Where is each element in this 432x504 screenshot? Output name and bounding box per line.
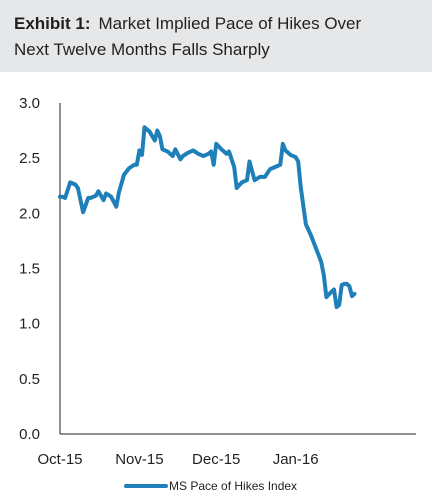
y-tick-label: 1.0 (19, 316, 40, 333)
exhibit-label: Exhibit 1: (14, 14, 91, 33)
series-line (58, 125, 357, 310)
y-axis: 0.0 0.5 1.0 1.5 2.0 2.5 3.0 (19, 95, 40, 443)
chart-title-line-1: Exhibit 1: Market Implied Pace of Hikes O… (14, 14, 361, 34)
x-tick-label: Oct-15 (37, 451, 82, 468)
chart-title-text: Market Implied Pace of Hikes Over (98, 14, 362, 33)
x-tick-label: Nov-15 (115, 451, 163, 468)
legend: MS Pace of Hikes Index (124, 479, 297, 493)
y-tick-label: 1.5 (19, 261, 40, 278)
y-tick-label: 2.0 (19, 205, 40, 222)
y-tick-label: 3.0 (19, 95, 40, 112)
chart-title-line-2: Next Twelve Months Falls Sharply (14, 40, 270, 59)
x-axis: Oct-15 Nov-15 Dec-15 Jan-16 (37, 451, 318, 468)
x-tick-label: Jan-16 (273, 451, 319, 468)
y-tick-label: 0.0 (19, 426, 40, 443)
legend-label: MS Pace of Hikes Index (169, 479, 297, 493)
line-chart: 0.0 0.5 1.0 1.5 2.0 2.5 3.0 Oct-15 Nov-15 Dec-15… (19, 95, 416, 493)
chart-header: Exhibit 1: Market Implied Pace of Hikes O… (0, 0, 432, 72)
series-group (58, 125, 357, 310)
axes (59, 103, 416, 435)
x-tick-label: Dec-15 (192, 451, 240, 468)
y-tick-label: 2.5 (19, 150, 40, 167)
y-tick-label: 0.5 (19, 371, 40, 388)
